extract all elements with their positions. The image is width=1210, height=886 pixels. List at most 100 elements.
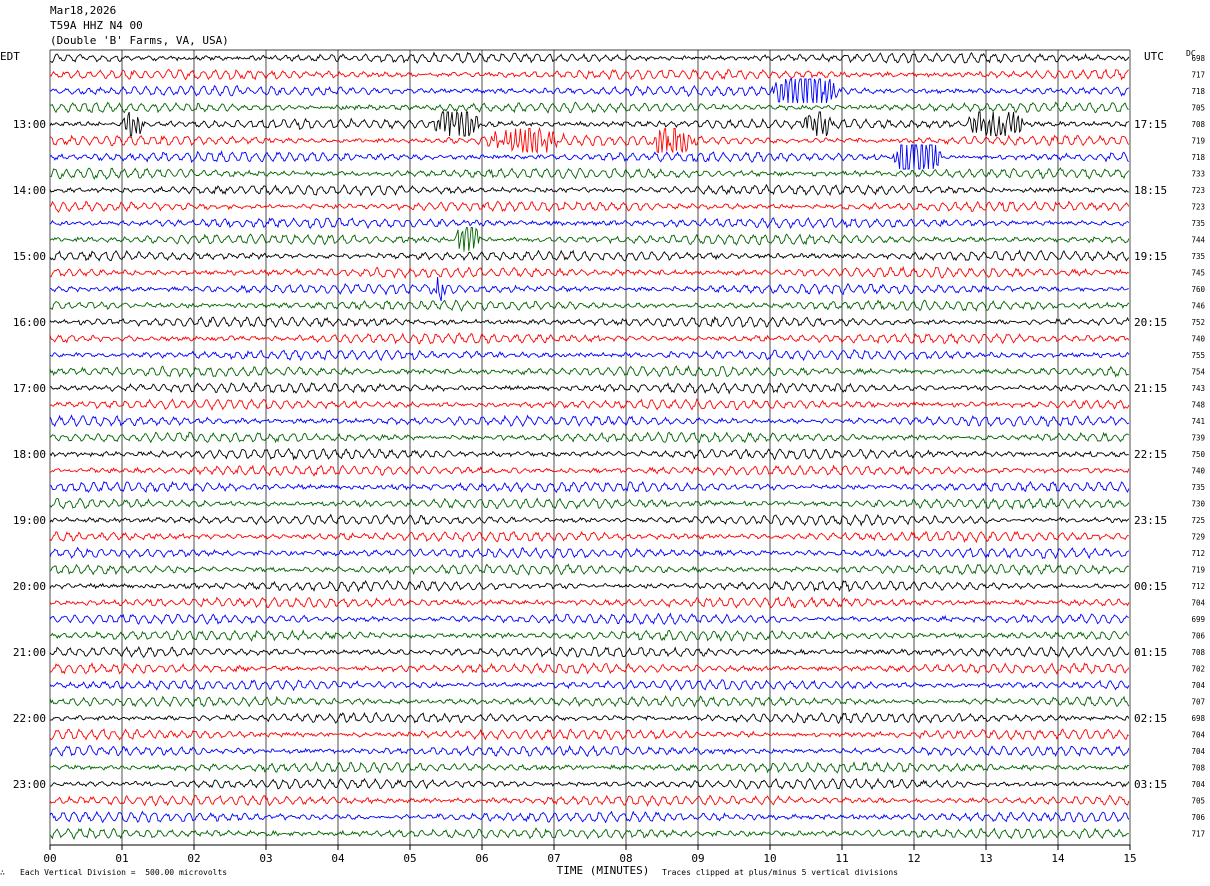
trace-line	[49, 711, 1130, 725]
trace-line	[49, 695, 1130, 708]
dc-offset-label: 760	[1191, 285, 1205, 294]
trace-line	[49, 596, 1130, 609]
x-tick-labels: 00 01 02 03 04 05 06 07 08 09 10 11 12 13 14 15	[43, 845, 1137, 865]
trace-line	[49, 51, 1130, 64]
dc-offset-label: 739	[1191, 434, 1205, 443]
dc-offset-label: 698	[1191, 54, 1205, 63]
trace-line	[49, 78, 1129, 104]
scale-note: Each Vertical Division = 500.00 microvol…	[20, 868, 228, 877]
right-hour-label: 18:15	[1134, 184, 1167, 197]
left-hour-label: 15:00	[13, 250, 46, 263]
x-axis-label: TIME (MINUTES)	[557, 864, 650, 877]
trace-line	[49, 126, 1130, 155]
trace-line	[49, 265, 1130, 279]
dc-offset-label: 704	[1191, 681, 1205, 690]
right-hour-label: 20:15	[1134, 316, 1167, 329]
dc-offset-label: 707	[1191, 698, 1205, 707]
x-tick-label: 06	[475, 852, 488, 865]
trace-line	[49, 249, 1130, 262]
left-hour-label: 18:00	[13, 448, 46, 461]
left-timezone-label: EDT	[0, 50, 20, 63]
dc-offset-label: 712	[1191, 582, 1205, 591]
trace-line	[49, 645, 1130, 659]
dc-offset-label: 719	[1191, 137, 1205, 146]
x-tick-label: 11	[835, 852, 848, 865]
trace-line	[49, 513, 1130, 527]
x-tick-label: 13	[979, 852, 992, 865]
x-tick-label: 10	[763, 852, 776, 865]
trace-line	[49, 612, 1129, 626]
x-tick-label: 15	[1123, 852, 1136, 865]
left-hour-label: 13:00	[13, 118, 46, 131]
trace-line	[49, 299, 1130, 312]
dc-offset-label: 704	[1191, 731, 1205, 740]
trace-line	[49, 761, 1129, 774]
left-hour-label: 21:00	[13, 646, 46, 659]
dc-offset-label: 718	[1191, 153, 1205, 162]
station-code: T59A HHZ N4 00	[50, 19, 143, 32]
left-hour-label: 19:00	[13, 514, 46, 527]
dc-offset-label: 746	[1191, 302, 1205, 311]
x-tick-label: 01	[115, 852, 128, 865]
trace-line	[49, 217, 1130, 229]
dc-offset-label: 740	[1191, 467, 1205, 476]
chart-date: Mar18,2026	[50, 4, 117, 17]
dc-offset-label: 750	[1191, 450, 1205, 459]
dc-offset-label: 735	[1191, 483, 1205, 492]
left-hour-labels: 13:00 14:00 15:00 16:00 17:00 18:00 19:00 20:00…	[13, 118, 46, 791]
x-tick-label: 08	[619, 852, 632, 865]
dc-offset-label: 735	[1191, 252, 1205, 261]
dc-offset-labels: 698 717 718 705 708 719 718 733 723 723 735 744 735 7…	[1191, 54, 1205, 839]
right-hour-label: 02:15	[1134, 712, 1167, 725]
left-hour-label: 20:00	[13, 580, 46, 593]
dc-offset-label: 717	[1191, 830, 1205, 839]
trace-line	[49, 629, 1130, 643]
right-timezone-label: UTC	[1144, 50, 1164, 63]
right-hour-label: 19:15	[1134, 250, 1167, 263]
trace-line	[49, 382, 1130, 395]
right-hour-label: 21:15	[1134, 382, 1167, 395]
trace-line	[49, 662, 1130, 675]
dc-offset-label: 708	[1191, 648, 1205, 657]
dc-offset-label: 748	[1191, 401, 1205, 410]
right-hour-label: 23:15	[1134, 514, 1167, 527]
dc-offset-label: 719	[1191, 566, 1205, 575]
dc-offset-label: 725	[1191, 516, 1205, 525]
trace-line	[49, 276, 1129, 302]
trace-line	[49, 315, 1130, 328]
right-hour-label: 17:15	[1134, 118, 1167, 131]
dc-offset-label: 745	[1191, 269, 1205, 278]
trace-line	[49, 464, 1130, 477]
trace-line	[49, 364, 1129, 378]
x-tick-label: 07	[547, 852, 560, 865]
x-tick-label: 02	[187, 852, 200, 865]
trace-line	[49, 332, 1130, 345]
trace-line	[49, 348, 1130, 362]
dc-offset-label: 708	[1191, 764, 1205, 773]
trace-line	[49, 810, 1130, 824]
x-tick-label: 00	[43, 852, 56, 865]
right-hour-label: 03:15	[1134, 778, 1167, 791]
x-tick-label: 03	[259, 852, 272, 865]
trace-line	[49, 183, 1129, 197]
trace-line	[49, 563, 1129, 576]
trace-line	[50, 777, 1130, 790]
clip-note: Traces clipped at plus/minus 5 vertical …	[662, 868, 899, 877]
left-hour-label: 23:00	[13, 778, 46, 791]
trace-line	[49, 447, 1129, 461]
dc-offset-label: 741	[1191, 417, 1205, 426]
trace-line	[49, 398, 1130, 412]
trace-line	[49, 728, 1130, 741]
trace-line	[49, 200, 1130, 213]
dc-offset-label: 704	[1191, 599, 1205, 608]
right-hour-label: 01:15	[1134, 646, 1167, 659]
dc-offset-label: 705	[1191, 104, 1205, 113]
dc-offset-label: 704	[1191, 747, 1205, 756]
left-hour-label: 16:00	[13, 316, 46, 329]
dc-label: DC	[1186, 49, 1196, 58]
trace-line	[49, 110, 1130, 137]
trace-line	[49, 794, 1130, 807]
dc-offset-label: 704	[1191, 780, 1205, 789]
trace-line	[49, 546, 1130, 560]
